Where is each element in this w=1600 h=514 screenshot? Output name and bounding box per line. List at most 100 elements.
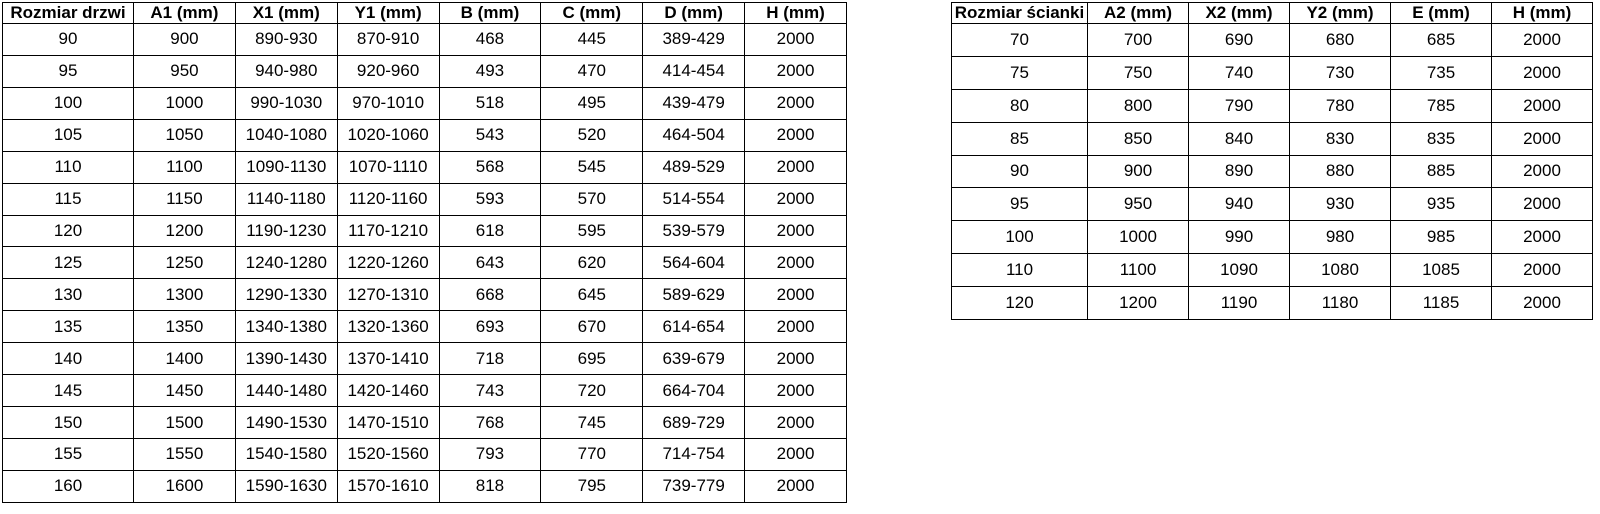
table-cell: 514-554 [642, 182, 746, 216]
table-cell: 120 [951, 286, 1088, 320]
table-cell: 1540-1580 [234, 437, 338, 471]
table-cell: 1100 [133, 150, 236, 184]
table-cell: 940-980 [234, 54, 338, 88]
table-cell: 1090 [1188, 253, 1290, 287]
table-cell: 790 [1188, 88, 1290, 123]
table-cell: 445 [540, 23, 644, 56]
table-cell: 1340-1380 [234, 310, 338, 344]
table-cell: 1300 [133, 278, 236, 312]
table-cell: 2000 [744, 246, 847, 280]
table-cell: 700 [1087, 23, 1189, 57]
header-cell: X1 (mm) [234, 2, 338, 24]
table-cell: 770 [540, 437, 644, 471]
table-cell: 880 [1289, 154, 1391, 189]
table-row: 140 1400 1390-1430 1370-1410 718 695 639-679 20… [2, 342, 847, 376]
table-cell: 1500 [133, 406, 236, 439]
table-cell: 493 [438, 54, 542, 88]
table-cell: 2000 [1491, 220, 1593, 255]
table-cell: 1350 [133, 310, 236, 344]
table-cell: 739-779 [642, 469, 746, 504]
table-cell: 1180 [1289, 286, 1391, 320]
header-cell: Y2 (mm) [1289, 2, 1391, 24]
door-size-table: Rozmiar drzwi A1 (mm) X1 (mm) Y1 (mm) B (mm)… [2, 2, 847, 504]
table-row: 150 1500 1490-1530 1470-1510 768 745 689-729 20… [2, 406, 847, 439]
header-cell: A2 (mm) [1087, 2, 1189, 24]
table-cell: 730 [1289, 55, 1391, 90]
header-cell: C (mm) [540, 2, 644, 24]
table-cell: 743 [438, 374, 542, 408]
table-cell: 1520-1560 [336, 437, 440, 471]
table-cell: 785 [1390, 88, 1492, 123]
header-cell: E (mm) [1390, 2, 1492, 24]
table-cell: 2000 [744, 118, 847, 152]
table-cell: 1100 [1087, 253, 1189, 287]
table-cell: 885 [1390, 154, 1492, 189]
table-cell: 120 [2, 214, 134, 248]
table-cell: 1185 [1390, 286, 1492, 320]
table-row: 145 1450 1440-1480 1420-1460 743 720 664-704 20… [2, 374, 847, 408]
table-cell: 1085 [1390, 253, 1492, 287]
table-cell: 645 [540, 278, 644, 312]
table-cell: 900 [133, 23, 236, 56]
table-cell: 664-704 [642, 374, 746, 408]
table-cell: 639-679 [642, 342, 746, 376]
table-cell: 690 [1188, 23, 1290, 57]
table-cell: 693 [438, 310, 542, 344]
table-cell: 2000 [744, 23, 847, 56]
table-cell: 620 [540, 246, 644, 280]
table-cell: 140 [2, 342, 134, 376]
table-cell: 1590-1630 [234, 469, 338, 504]
table-cell: 900 [1087, 154, 1189, 189]
header-cell: Y1 (mm) [336, 2, 440, 24]
table-cell: 1190 [1188, 286, 1290, 320]
table-cell: 940 [1188, 187, 1290, 222]
table-row: 75 750 740 730 735 2000 [951, 55, 1593, 90]
table-cell: 830 [1289, 121, 1391, 156]
table-cell: 980 [1289, 220, 1391, 255]
table-row: 95 950 940-980 920-960 493 470 414-454 2000 [2, 54, 847, 88]
table-cell: 950 [1087, 187, 1189, 222]
table-cell: 439-479 [642, 86, 746, 120]
table-cell: 545 [540, 150, 644, 184]
table-cell: 105 [2, 118, 134, 152]
table-cell: 593 [438, 182, 542, 216]
wall-size-table: Rozmiar ścianki A2 (mm) X2 (mm) Y2 (mm) E (m… [951, 2, 1593, 320]
table-row: 160 1600 1590-1630 1570-1610 818 795 739-779 20… [2, 469, 847, 504]
header-cell: Rozmiar ścianki [951, 2, 1088, 24]
table-cell: 618 [438, 214, 542, 248]
table-cell: 668 [438, 278, 542, 312]
table-cell: 95 [951, 187, 1088, 222]
table-cell: 1200 [133, 214, 236, 248]
table-cell: 643 [438, 246, 542, 280]
table-cell: 2000 [744, 214, 847, 248]
table-cell: 689-729 [642, 406, 746, 439]
table-cell: 1450 [133, 374, 236, 408]
table-cell: 714-754 [642, 437, 746, 471]
table-cell: 1050 [133, 118, 236, 152]
table-cell: 735 [1390, 55, 1492, 90]
table-cell: 2000 [744, 342, 847, 376]
table-cell: 570 [540, 182, 644, 216]
table-row: 110 1100 1090 1080 1085 2000 [951, 253, 1593, 287]
table-cell: 2000 [744, 150, 847, 184]
table-cell: 1220-1260 [336, 246, 440, 280]
table-cell: 135 [2, 310, 134, 344]
table-cell: 1200 [1087, 286, 1189, 320]
table-cell: 890-930 [234, 23, 338, 56]
table-cell: 1270-1310 [336, 278, 440, 312]
table-row: 110 1100 1090-1130 1070-1110 568 545 489-529 20… [2, 150, 847, 184]
table-cell: 115 [2, 182, 134, 216]
table-cell: 780 [1289, 88, 1391, 123]
table-cell: 2000 [1491, 121, 1593, 156]
table-cell: 2000 [1491, 286, 1593, 320]
header-row: Rozmiar ścianki A2 (mm) X2 (mm) Y2 (mm) E (m… [951, 2, 1593, 24]
table-cell: 1000 [133, 86, 236, 120]
table-cell: 2000 [744, 182, 847, 216]
table-row: 115 1150 1140-1180 1120-1160 593 570 514-554 20… [2, 182, 847, 216]
table-cell: 695 [540, 342, 644, 376]
table-row: 100 1000 990-1030 970-1010 518 495 439-479 2000 [2, 86, 847, 120]
table-cell: 1390-1430 [234, 342, 338, 376]
table-row: 80 800 790 780 785 2000 [951, 88, 1593, 123]
header-cell: B (mm) [438, 2, 542, 24]
table-cell: 1120-1160 [336, 182, 440, 216]
